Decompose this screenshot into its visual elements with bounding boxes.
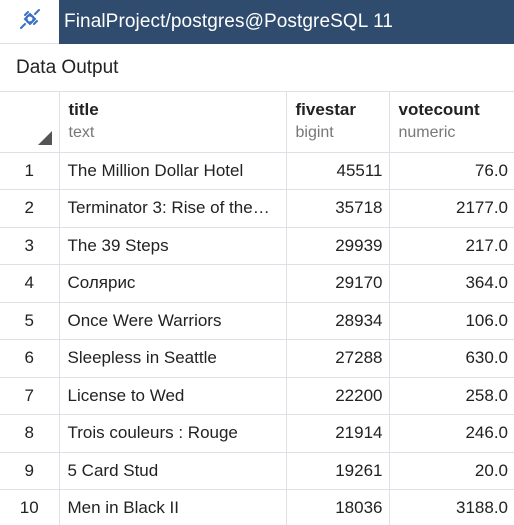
column-name: title — [68, 100, 99, 119]
cell-fivestar[interactable]: 19261 — [286, 452, 390, 490]
column-header-fivestar[interactable]: fivestar bigint — [286, 92, 390, 153]
column-type: bigint — [295, 124, 334, 141]
cell-title[interactable]: Men in Black II — [59, 489, 287, 525]
row-number[interactable]: 5 — [0, 302, 60, 340]
column-type: text — [68, 124, 95, 141]
cell-fivestar[interactable]: 45511 — [286, 152, 390, 190]
cell-votecount[interactable]: 106.0 — [389, 302, 514, 340]
data-output-header: Data Output — [0, 44, 514, 92]
cell-votecount[interactable]: 217.0 — [389, 227, 514, 265]
header-row: title text fivestar bigint votecount num… — [0, 92, 514, 153]
cell-votecount[interactable]: 2177.0 — [389, 189, 514, 228]
table-row[interactable]: 10 Men in Black II 18036 3188.0 — [0, 489, 514, 525]
row-number[interactable]: 1 — [0, 152, 60, 190]
cell-votecount[interactable]: 3188.0 — [389, 489, 514, 525]
panel-title[interactable]: Data Output — [16, 56, 119, 78]
cell-votecount[interactable]: 76.0 — [389, 152, 514, 190]
cell-votecount[interactable]: 258.0 — [389, 377, 514, 415]
row-number[interactable]: 9 — [0, 452, 60, 490]
cell-title[interactable]: Sleepless in Seattle — [59, 339, 287, 378]
cell-title[interactable]: License to Wed — [59, 377, 287, 415]
table-row[interactable]: 9 5 Card Stud 19261 20.0 — [0, 452, 514, 490]
table-row[interactable]: 2 Terminator 3: Rise of the… 35718 2177.… — [0, 189, 514, 228]
connection-icon-cell[interactable] — [0, 0, 59, 44]
table-row[interactable]: 1 The Million Dollar Hotel 45511 76.0 — [0, 152, 514, 190]
cell-votecount[interactable]: 364.0 — [389, 264, 514, 303]
cell-title[interactable]: The Million Dollar Hotel — [59, 152, 287, 190]
cell-fivestar[interactable]: 21914 — [286, 414, 390, 453]
cell-fivestar[interactable]: 29939 — [286, 227, 390, 265]
cell-fivestar[interactable]: 27288 — [286, 339, 390, 378]
table-row[interactable]: 5 Once Were Warriors 28934 106.0 — [0, 302, 514, 340]
column-name: votecount — [398, 100, 480, 119]
cell-fivestar[interactable]: 28934 — [286, 302, 390, 340]
corner-triangle-icon — [37, 130, 52, 145]
column-header-votecount[interactable]: votecount numeric — [389, 92, 514, 153]
cell-fivestar[interactable]: 29170 — [286, 264, 390, 303]
cell-title[interactable]: Once Were Warriors — [59, 302, 287, 340]
column-header-title[interactable]: title text — [59, 92, 287, 153]
connection-title: FinalProject/postgres@PostgreSQL 11 — [64, 11, 394, 32]
results-grid: title text fivestar bigint votecount num… — [0, 92, 514, 525]
row-number[interactable]: 2 — [0, 189, 60, 228]
column-type: numeric — [398, 124, 456, 141]
row-number[interactable]: 3 — [0, 227, 60, 265]
cell-fivestar[interactable]: 18036 — [286, 489, 390, 525]
table-row[interactable]: 8 Trois couleurs : Rouge 21914 246.0 — [0, 414, 514, 453]
table-row[interactable]: 4 Солярис 29170 364.0 — [0, 264, 514, 303]
row-number[interactable]: 4 — [0, 264, 60, 303]
cell-title[interactable]: The 39 Steps — [59, 227, 287, 265]
cell-votecount[interactable]: 630.0 — [389, 339, 514, 378]
cell-title[interactable]: Солярис — [59, 264, 287, 303]
cell-title[interactable]: 5 Card Stud — [59, 452, 287, 490]
cell-votecount[interactable]: 246.0 — [389, 414, 514, 453]
cell-title[interactable]: Trois couleurs : Rouge — [59, 414, 287, 453]
connection-title-bar[interactable]: FinalProject/postgres@PostgreSQL 11 — [59, 0, 514, 44]
cell-fivestar[interactable]: 22200 — [286, 377, 390, 415]
table-row[interactable]: 6 Sleepless in Seattle 27288 630.0 — [0, 339, 514, 378]
row-number[interactable]: 8 — [0, 414, 60, 453]
row-number[interactable]: 7 — [0, 377, 60, 415]
cell-votecount[interactable]: 20.0 — [389, 452, 514, 490]
results-table: title text fivestar bigint votecount num… — [0, 92, 514, 525]
cell-title[interactable]: Terminator 3: Rise of the… — [59, 189, 287, 228]
connection-plug-icon[interactable] — [19, 8, 41, 35]
column-name: fivestar — [295, 100, 356, 119]
row-number[interactable]: 6 — [0, 339, 60, 378]
cell-fivestar[interactable]: 35718 — [286, 189, 390, 228]
row-number[interactable]: 10 — [0, 489, 60, 525]
table-row[interactable]: 3 The 39 Steps 29939 217.0 — [0, 227, 514, 265]
table-row[interactable]: 7 License to Wed 22200 258.0 — [0, 377, 514, 415]
connection-bar: FinalProject/postgres@PostgreSQL 11 — [0, 0, 514, 44]
select-all-corner[interactable] — [0, 92, 60, 153]
